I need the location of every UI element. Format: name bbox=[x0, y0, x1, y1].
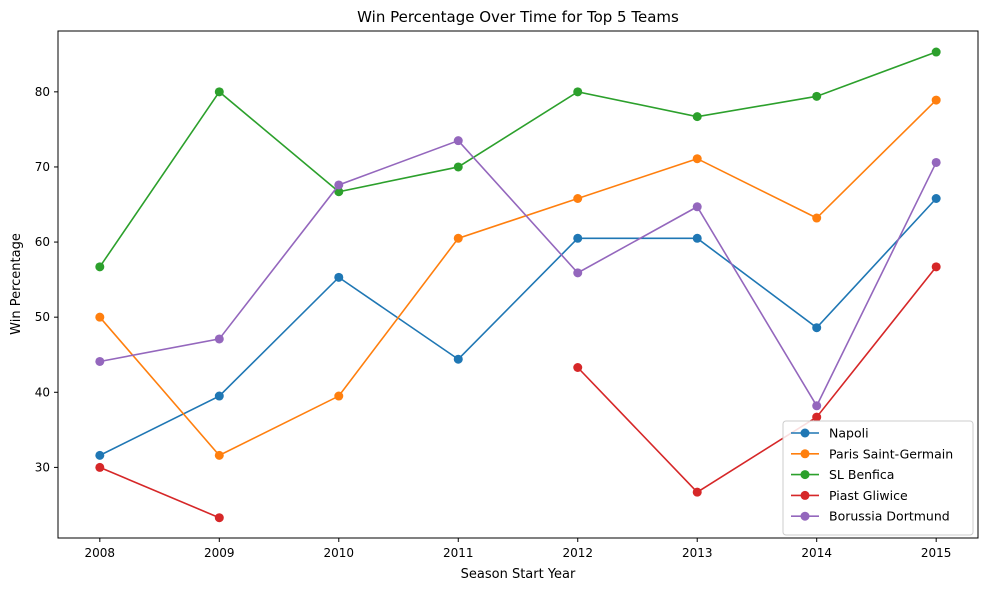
x-tick-label: 2011 bbox=[443, 546, 474, 560]
data-point bbox=[334, 272, 344, 282]
data-point bbox=[95, 262, 105, 272]
y-tick-label: 30 bbox=[35, 460, 50, 474]
y-tick-label: 70 bbox=[35, 160, 50, 174]
chart-title: Win Percentage Over Time for Top 5 Teams bbox=[357, 8, 679, 26]
data-point bbox=[334, 187, 344, 197]
legend-item: Borussia Dortmund bbox=[791, 509, 950, 524]
data-point bbox=[931, 262, 941, 272]
data-point bbox=[692, 154, 702, 164]
data-point bbox=[214, 450, 224, 460]
data-point bbox=[931, 157, 941, 167]
data-point bbox=[931, 47, 941, 57]
data-point bbox=[931, 193, 941, 203]
data-point bbox=[453, 162, 463, 172]
legend-marker bbox=[800, 470, 810, 480]
data-point bbox=[334, 180, 344, 190]
data-point bbox=[692, 487, 702, 497]
data-point bbox=[214, 334, 224, 344]
data-point bbox=[95, 312, 105, 322]
x-tick-label: 2012 bbox=[562, 546, 593, 560]
series-layer bbox=[95, 47, 941, 523]
y-axis-label: Win Percentage bbox=[9, 233, 24, 335]
data-point bbox=[453, 354, 463, 364]
legend-marker bbox=[800, 490, 810, 500]
x-tick-label: 2015 bbox=[921, 546, 952, 560]
data-point bbox=[812, 213, 822, 223]
series-napoli bbox=[95, 193, 941, 460]
x-tick-label: 2008 bbox=[85, 546, 116, 560]
series-borussia-dortmund bbox=[95, 136, 941, 411]
x-axis-label: Season Start Year bbox=[461, 567, 576, 582]
data-point bbox=[214, 513, 224, 523]
x-tick-label: 2010 bbox=[324, 546, 355, 560]
data-point bbox=[214, 87, 224, 97]
data-point bbox=[95, 450, 105, 460]
legend: Napoli Paris Saint-Germain SL Benfica Piast… bbox=[782, 420, 974, 536]
x-tick-label: 2013 bbox=[682, 546, 713, 560]
x-tick-label: 2009 bbox=[204, 546, 235, 560]
y-tick-label: 50 bbox=[35, 310, 50, 324]
data-point bbox=[573, 193, 583, 203]
axes-layer: 2008 2009 2010 2011 2012 2013 2014 2015 30 40 50 60… bbox=[35, 85, 952, 560]
legend-label: Napoli bbox=[829, 426, 869, 441]
plot-frame bbox=[57, 30, 979, 539]
y-tick-label: 40 bbox=[35, 385, 50, 399]
series-line bbox=[99, 139, 937, 408]
data-point bbox=[95, 462, 105, 472]
data-point bbox=[453, 136, 463, 146]
data-point bbox=[692, 112, 702, 122]
series-line bbox=[99, 466, 220, 519]
data-point bbox=[573, 268, 583, 278]
data-point bbox=[95, 356, 105, 366]
legend-item: Napoli bbox=[791, 426, 869, 441]
legend-marker bbox=[800, 428, 810, 438]
legend-box bbox=[782, 420, 974, 536]
y-tick-label: 80 bbox=[35, 85, 50, 99]
series-line bbox=[99, 99, 937, 457]
data-point bbox=[692, 233, 702, 243]
series-line bbox=[577, 266, 937, 494]
legend-item: SL Benfica bbox=[791, 467, 894, 482]
legend-label: Piast Gliwice bbox=[829, 488, 908, 503]
data-point bbox=[573, 233, 583, 243]
y-tick-label: 60 bbox=[35, 235, 50, 249]
series-line bbox=[99, 197, 937, 457]
series-paris-saint-germain bbox=[95, 95, 941, 460]
legend-marker bbox=[800, 511, 810, 521]
legend-label: Borussia Dortmund bbox=[829, 509, 950, 524]
x-tick-label: 2014 bbox=[801, 546, 832, 560]
data-point bbox=[812, 401, 822, 411]
data-point bbox=[812, 323, 822, 333]
data-point bbox=[812, 91, 822, 101]
data-point bbox=[931, 95, 941, 105]
data-point bbox=[453, 233, 463, 243]
series-sl-benfica bbox=[95, 47, 941, 272]
legend-label: Paris Saint-Germain bbox=[829, 446, 953, 461]
data-point bbox=[214, 391, 224, 401]
data-point bbox=[334, 391, 344, 401]
legend-item: Piast Gliwice bbox=[791, 488, 908, 503]
legend-item: Paris Saint-Germain bbox=[791, 446, 953, 461]
series-line bbox=[99, 51, 937, 268]
series-piast-gliwice bbox=[95, 262, 941, 523]
data-point bbox=[692, 202, 702, 212]
legend-label: SL Benfica bbox=[829, 467, 894, 482]
legend-marker bbox=[800, 449, 810, 459]
data-point bbox=[812, 412, 822, 422]
data-point bbox=[573, 87, 583, 97]
data-point bbox=[573, 362, 583, 372]
